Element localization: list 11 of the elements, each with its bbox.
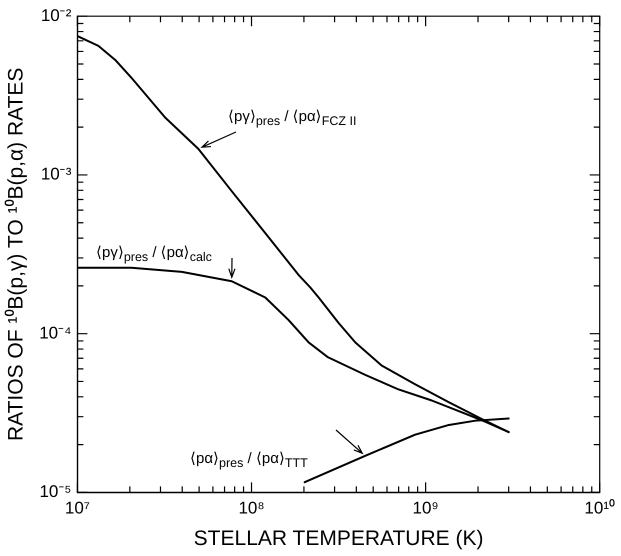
x-axis-title: STELLAR TEMPERATURE (K) xyxy=(194,527,484,550)
y-tick-label: 10⁻⁴ xyxy=(39,323,72,342)
y-tick-label: 10⁻³ xyxy=(40,164,72,184)
series-label: ⟨pγ⟩$_{pres}$ / ⟨pα⟩$_{calc}$ xyxy=(96,244,212,266)
x-tick-label: 10⁸ xyxy=(238,498,265,518)
text: ⟨pγ⟩$_{pres}$ / ⟨pα⟩$_{FCZ II}$ xyxy=(228,108,356,130)
series-label: ⟨pα⟩$_{pres}$ / ⟨pα⟩$_{TTT}$ xyxy=(190,450,308,472)
x-tick-label: 10¹⁰ xyxy=(584,498,616,518)
x-tick-label: 10⁹ xyxy=(412,498,439,518)
y-axis-title: RATIOS OF ¹⁰B(p,γ) TO ¹⁰B(p,α) RATES xyxy=(4,68,28,442)
y-tick-label: 10⁻² xyxy=(40,6,72,25)
